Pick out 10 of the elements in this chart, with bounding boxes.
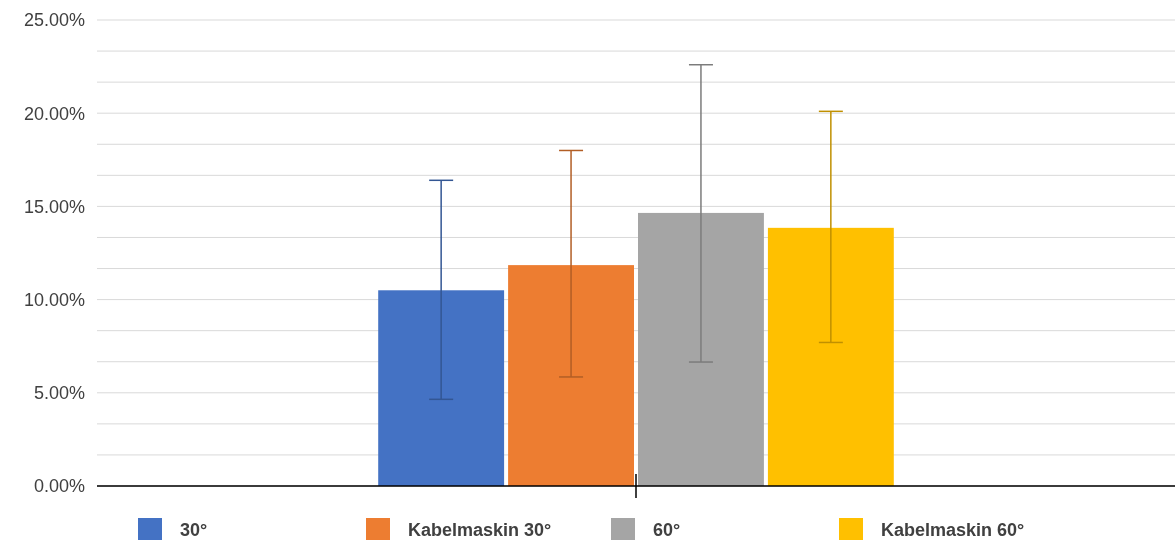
y-tick-label: 10.00% — [23, 289, 85, 310]
y-tick-label: 0.00% — [33, 476, 85, 497]
y-tick-label: 15.00% — [23, 196, 85, 217]
y-tick-label: 20.00% — [23, 103, 85, 124]
legend-label: 60° — [653, 520, 681, 540]
legend-label: 30° — [180, 520, 208, 540]
y-tick-label: 25.00% — [23, 10, 85, 31]
legend-label: Kabelmaskin 60° — [881, 520, 1025, 540]
legend-label: Kabelmaskin 30° — [408, 520, 552, 540]
y-tick-label: 5.00% — [33, 383, 85, 404]
